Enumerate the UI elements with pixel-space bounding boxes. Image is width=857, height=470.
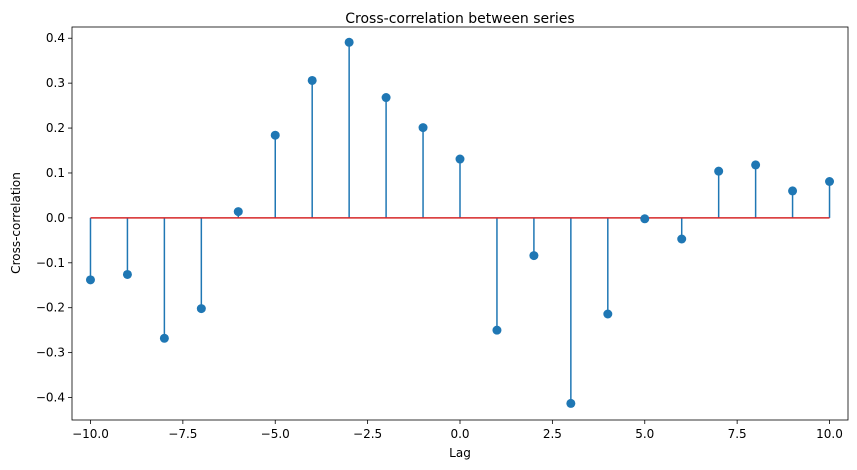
x-tick-label: 5.0	[635, 427, 654, 441]
stem-marker	[714, 166, 724, 176]
y-tick-label: −0.3	[36, 346, 65, 360]
stem-lines	[89, 42, 831, 404]
stem-marker	[529, 251, 539, 261]
stem-marker	[455, 154, 465, 164]
stem-marker	[492, 325, 502, 335]
stem-marker	[233, 207, 243, 217]
x-tick-label: 0.0	[450, 427, 469, 441]
y-tick-label: −0.2	[36, 301, 65, 315]
stem-marker	[270, 130, 280, 140]
stem-marker	[85, 275, 95, 285]
stem-marker	[418, 123, 428, 133]
x-tick-label: 2.5	[543, 427, 562, 441]
x-tick-label: 10.0	[816, 427, 843, 441]
plot-frame	[72, 27, 848, 420]
y-tick-label: −0.1	[36, 256, 65, 270]
stem-marker	[196, 304, 206, 314]
stem-markers	[85, 37, 835, 408]
stem-marker	[677, 234, 687, 244]
stem-marker	[825, 177, 835, 187]
y-axis-label: Cross-correlation	[9, 172, 23, 274]
stem-marker	[122, 269, 132, 279]
stem-marker	[640, 214, 650, 224]
stem-marker	[344, 37, 354, 47]
stem-marker	[603, 309, 613, 319]
y-tick-label: 0.1	[46, 166, 65, 180]
y-tick-label: 0.2	[46, 121, 65, 135]
chart-title: Cross-correlation between series	[345, 11, 574, 27]
stem-marker	[381, 93, 391, 103]
x-axis-label: Lag	[449, 446, 471, 460]
stem-marker	[751, 160, 761, 170]
x-tick-label: 7.5	[728, 427, 747, 441]
y-tick-label: 0.0	[46, 211, 65, 225]
x-tick-label: −7.5	[168, 427, 197, 441]
y-axis-ticks: −0.4 −0.3 −0.2 −0.1 0.0 0.1 0.2 0.3 0.4	[36, 31, 72, 405]
x-axis-ticks: −10.0 −7.5 −5.0 −2.5 0.0 2.5 5.0 7.5 10.0	[72, 420, 843, 441]
y-tick-label: −0.4	[36, 391, 65, 405]
stem-marker	[566, 398, 576, 408]
stem-marker	[307, 75, 317, 85]
x-tick-label: −5.0	[261, 427, 290, 441]
plot-border	[71, 26, 849, 421]
x-tick-label: −2.5	[353, 427, 382, 441]
stem-marker	[159, 333, 169, 343]
stem-marker	[788, 186, 798, 196]
y-tick-label: 0.4	[46, 31, 65, 45]
y-tick-label: 0.3	[46, 76, 65, 90]
x-tick-label: −10.0	[72, 427, 109, 441]
